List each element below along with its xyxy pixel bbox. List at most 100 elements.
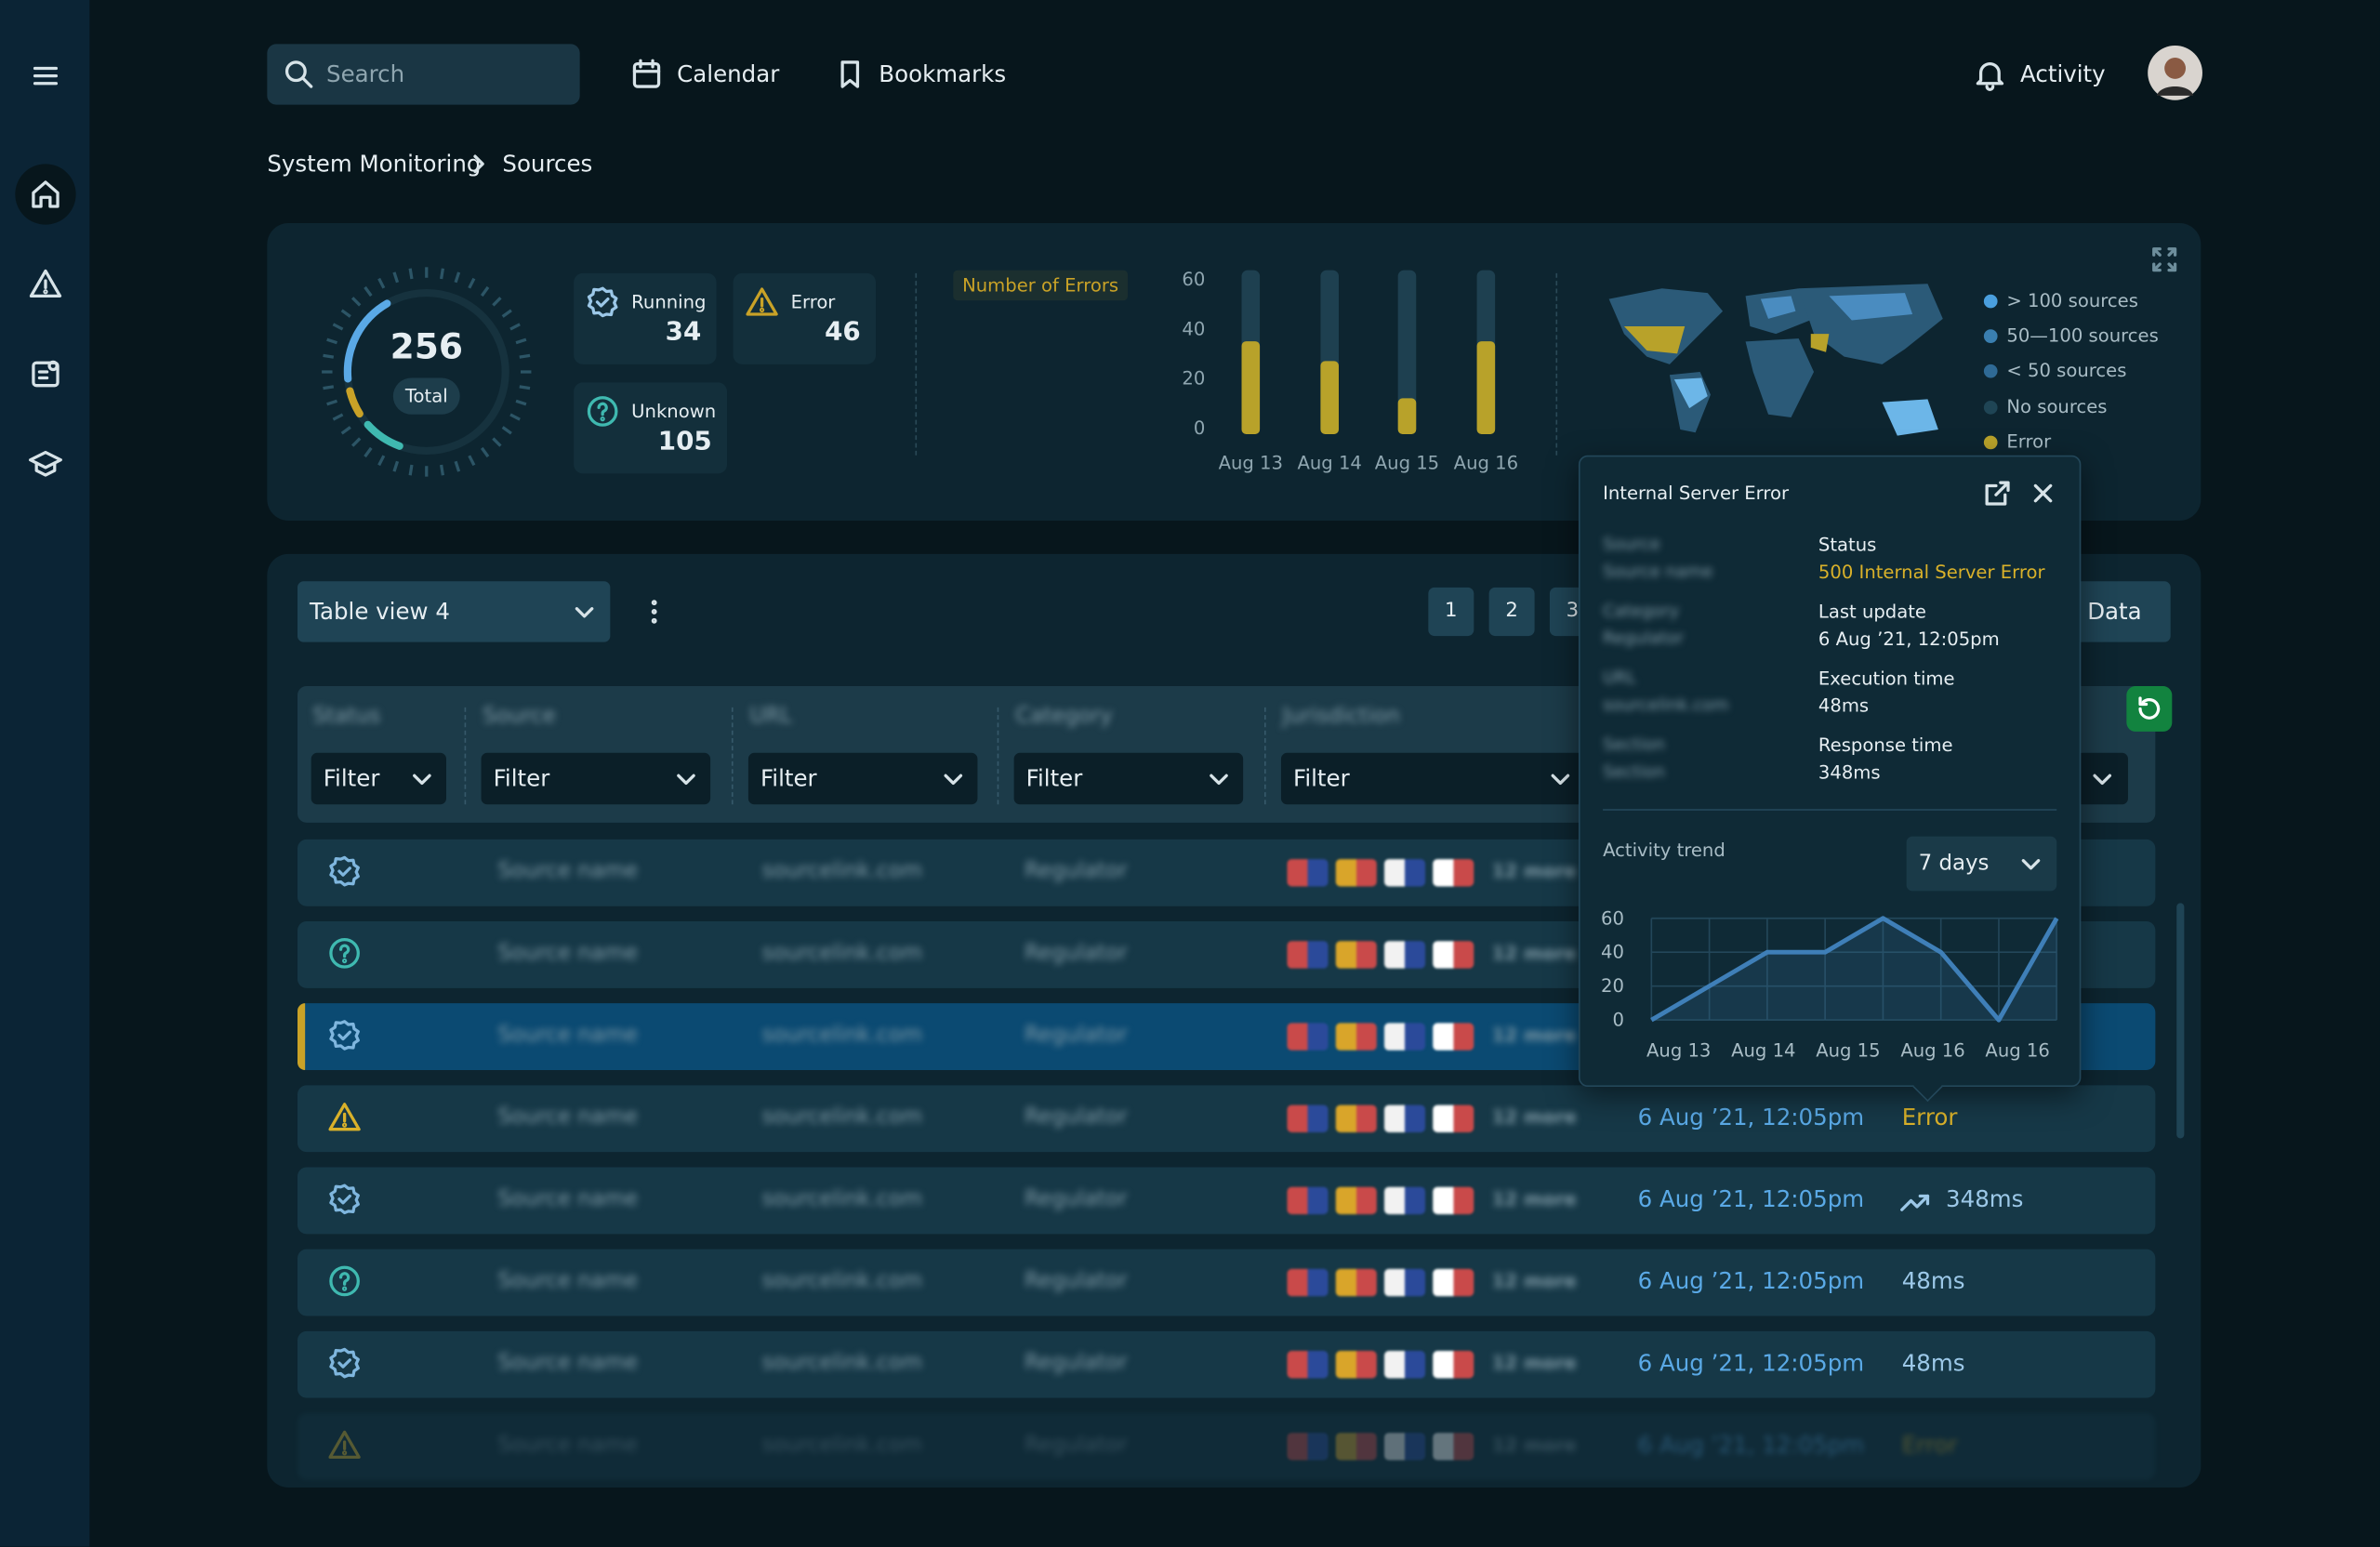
gauge-tick	[323, 385, 335, 390]
cell-url: sourcelink.com	[761, 859, 923, 884]
gauge-tick	[364, 446, 373, 458]
page-button[interactable]: 2	[1488, 587, 1535, 637]
bookmarks-link[interactable]: Bookmarks	[879, 60, 1007, 88]
legend-swatch	[1983, 364, 1998, 379]
gauge-tick	[519, 353, 531, 359]
trend-title: Activity trend	[1603, 839, 1726, 861]
detail-value: Source name	[1603, 562, 1713, 582]
detail-value: 6 Aug ’21, 12:05pm	[1818, 628, 2000, 650]
legend-label: > 100 sources	[2006, 289, 2138, 311]
gauge-tick	[439, 268, 445, 280]
cell-category: Regulator	[1025, 1104, 1128, 1130]
breadcrumb-chevron	[473, 154, 484, 174]
x-tick-label: Aug 13	[1646, 1039, 1711, 1061]
status-icon	[587, 286, 618, 318]
table-row[interactable]	[297, 1085, 2156, 1153]
cell-category: Regulator	[1025, 1351, 1128, 1376]
filter-select[interactable]	[2076, 752, 2128, 805]
total-label: Total	[392, 377, 460, 415]
cell-more: 12 more	[1491, 1106, 1577, 1129]
table-row[interactable]	[297, 1249, 2156, 1316]
chevron	[1210, 774, 1228, 786]
separator	[1555, 272, 1558, 456]
card-value: 34	[665, 317, 702, 348]
gauge-tick	[340, 309, 351, 318]
avatar-head	[2164, 58, 2187, 79]
table-row[interactable]	[297, 1412, 2156, 1480]
cell-more: 12 more	[1491, 860, 1577, 882]
cell-url: sourcelink.com	[761, 1351, 923, 1376]
detail-value: 348ms	[1818, 761, 1881, 784]
flag	[1433, 859, 1474, 887]
gauge-arc	[343, 299, 391, 383]
refresh-button[interactable]	[2126, 685, 2173, 732]
detail-label: URL	[1603, 668, 1636, 688]
range-select[interactable]: 7 days	[1906, 836, 2057, 892]
filter-select[interactable]: Filter	[747, 752, 978, 805]
details-popup	[1578, 455, 2082, 1087]
flag	[1433, 1186, 1474, 1215]
calendar-link[interactable]: Calendar	[677, 60, 780, 88]
flag	[1335, 1351, 1377, 1379]
chevron	[413, 774, 431, 786]
gauge-tick	[350, 297, 362, 307]
y-tick-label: 20	[1601, 975, 1624, 997]
gauge-tick	[392, 460, 400, 472]
breadcrumb-item: Sources	[502, 150, 593, 178]
status-card	[733, 272, 877, 364]
home-icon	[32, 180, 60, 208]
filter-select[interactable]: Filter	[481, 752, 711, 805]
activity-link[interactable]: Activity	[2020, 60, 2106, 88]
gauge-tick	[509, 413, 521, 421]
table-row[interactable]	[297, 1167, 2156, 1235]
filter-select[interactable]: Filter	[311, 752, 446, 805]
detail-value: sourcelink.com	[1603, 694, 1729, 715]
open-external-icon	[1985, 481, 2010, 506]
cell-source: Source name	[497, 941, 639, 966]
legend-swatch	[1983, 329, 1998, 344]
refresh-icon	[2138, 696, 2161, 720]
map-region	[1745, 338, 1815, 417]
filter-select[interactable]: Filter	[1280, 752, 1585, 805]
search-icon	[284, 60, 313, 88]
bar	[1397, 398, 1417, 434]
flag	[1383, 859, 1426, 887]
cell-source: Source name	[497, 1268, 639, 1294]
chevron	[1551, 774, 1570, 786]
cell-more: 12 more	[1491, 1025, 1577, 1046]
gauge-tick	[326, 337, 338, 345]
breadcrumb-item[interactable]: System Monitoring	[267, 150, 482, 178]
detail-label: Section	[1603, 734, 1665, 755]
chevron	[575, 607, 594, 618]
filter-select[interactable]: Filter	[1013, 752, 1244, 805]
avatar-body	[2156, 86, 2194, 96]
card-label: Running	[631, 291, 707, 313]
view-select[interactable]: Table view 4	[297, 581, 611, 642]
flag	[1287, 1433, 1329, 1461]
column-name blur: Source	[483, 704, 556, 729]
card-value: 46	[825, 317, 861, 348]
gauge-tick	[364, 285, 373, 298]
detail-label: Status	[1818, 534, 1877, 556]
search-box[interactable]	[267, 44, 580, 105]
gauge-tick	[332, 323, 344, 331]
popup-title: Internal Server Error	[1603, 483, 1790, 505]
flag	[1287, 1351, 1329, 1379]
table-row[interactable]	[297, 1330, 2156, 1398]
flag	[1335, 1104, 1377, 1132]
y-tick-label: 40	[1601, 942, 1624, 963]
flag	[1287, 859, 1329, 887]
gauge-tick	[323, 353, 335, 359]
gauge-tick	[439, 464, 445, 476]
gauge-tick	[468, 455, 476, 467]
flag	[1433, 941, 1474, 969]
flag	[1287, 1186, 1329, 1215]
cell-category: Regulator	[1025, 1268, 1128, 1294]
cell-url: sourcelink.com	[761, 1186, 923, 1211]
y-tick-label: 60	[1182, 269, 1205, 290]
total-value: 256	[390, 327, 463, 368]
cell-category: Regulator	[1025, 859, 1128, 884]
cell-url: sourcelink.com	[761, 1104, 923, 1130]
trend-icon	[1900, 1194, 1930, 1211]
page-button[interactable]: 1	[1428, 587, 1474, 637]
